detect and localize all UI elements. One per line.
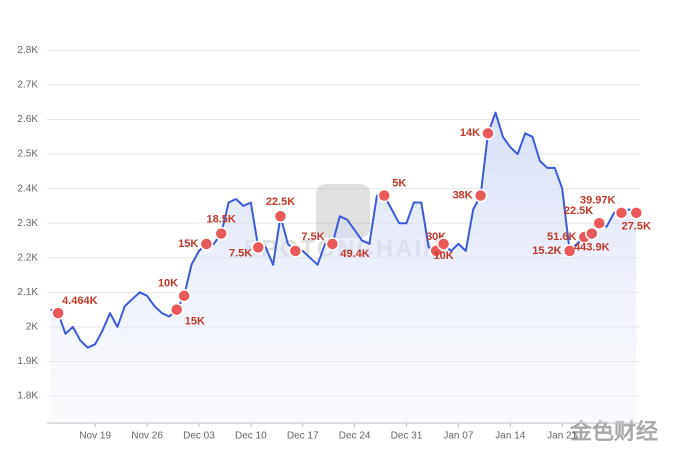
y-tick-label: 2.4K xyxy=(17,183,38,194)
event-dot xyxy=(214,226,228,241)
x-tick-label: Jan 07 xyxy=(443,431,473,442)
event-dot xyxy=(177,289,191,303)
watermark-logo xyxy=(316,184,370,238)
x-tick-label: Dec 31 xyxy=(391,431,423,442)
event-dot xyxy=(481,126,495,141)
event-label: 38K xyxy=(452,189,472,201)
y-tick-label: 2.6K xyxy=(17,114,38,125)
event-label: 22.5K xyxy=(266,196,295,208)
y-tick-label: 2.7K xyxy=(17,80,38,91)
event-label: 15.2K xyxy=(532,245,561,257)
x-tick-label: Jan 14 xyxy=(495,431,525,442)
event-label: 15K xyxy=(185,316,205,328)
event-dot xyxy=(377,188,392,203)
y-tick-label: 2.5K xyxy=(17,149,38,160)
area xyxy=(50,112,637,423)
x-tick-label: Nov 19 xyxy=(79,431,111,442)
x-tick-label: Dec 17 xyxy=(287,431,319,442)
event-dot xyxy=(592,216,606,230)
event-label: 39.97K xyxy=(580,195,616,207)
event-label: 5K xyxy=(392,177,406,189)
y-tick-label: 2.3K xyxy=(17,218,38,229)
event-label: 4.464K xyxy=(62,295,98,307)
event-dot xyxy=(199,237,214,251)
event-dot xyxy=(273,209,288,224)
event-dot xyxy=(614,206,629,220)
event-dot xyxy=(288,244,303,258)
event-label: 27.5K xyxy=(622,221,651,233)
x-tick-label: Dec 10 xyxy=(235,431,267,442)
y-tick-label: 1.9K xyxy=(17,356,38,367)
x-tick-label: Dec 24 xyxy=(339,431,371,442)
event-label: 10K xyxy=(158,278,178,290)
event-label: 18.5K xyxy=(207,213,236,225)
event-label: 7.5K xyxy=(229,247,252,259)
y-tick-label: 2.1K xyxy=(17,287,38,298)
event-label: 15K xyxy=(178,238,198,250)
event-dot xyxy=(562,244,577,258)
event-label: 7.5K xyxy=(301,231,324,243)
event-label: 14K xyxy=(460,127,480,139)
y-tick-label: 1.8K xyxy=(17,391,38,402)
event-label: 10K xyxy=(433,250,453,262)
event-label: 49.4K xyxy=(340,248,369,260)
event-dot xyxy=(251,240,266,255)
event-label: 51.6K xyxy=(547,231,576,243)
x-tick-label: Nov 26 xyxy=(131,431,163,442)
event-dot xyxy=(169,302,184,317)
price-line xyxy=(50,111,637,349)
event-label: 443.9K xyxy=(574,241,610,253)
event-dot xyxy=(51,306,65,320)
y-tick-label: 2.2K xyxy=(17,252,38,263)
event-label: 22.5K xyxy=(564,205,593,217)
event-dot xyxy=(629,206,644,220)
event-dot xyxy=(473,188,488,203)
event-dot xyxy=(436,237,451,251)
x-tick-label: Jan 21 xyxy=(547,431,577,442)
x-tick-label: Dec 03 xyxy=(183,431,215,442)
y-tick-label: 2K xyxy=(26,322,39,333)
event-dot xyxy=(325,237,340,251)
y-tick-label: 2.8K xyxy=(17,45,38,56)
event-dot xyxy=(585,226,599,241)
